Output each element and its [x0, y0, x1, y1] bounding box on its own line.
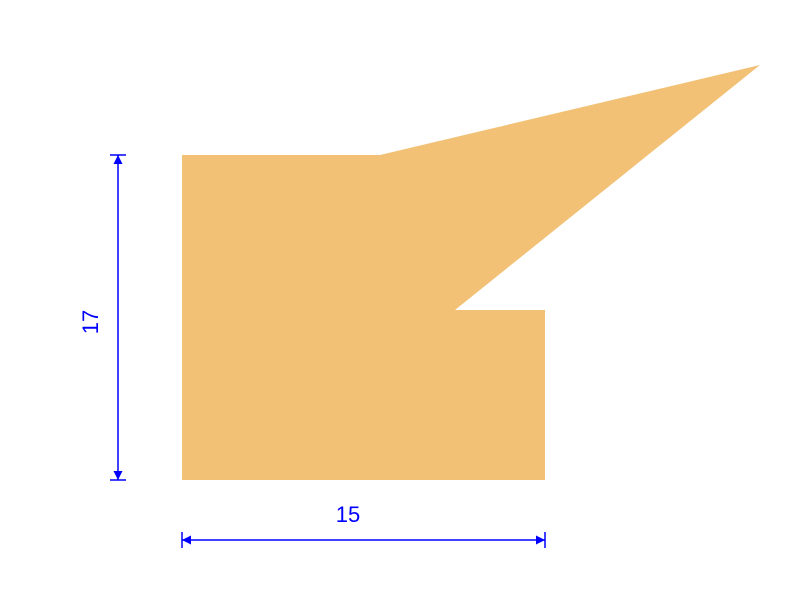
technical-drawing: 17 15 — [0, 0, 800, 600]
profile-shape — [182, 65, 760, 480]
vertical-dimension-label: 17 — [78, 310, 103, 334]
horizontal-dimension: 15 — [182, 502, 545, 548]
horizontal-dimension-label: 15 — [336, 502, 360, 527]
vertical-dimension: 17 — [78, 155, 126, 480]
